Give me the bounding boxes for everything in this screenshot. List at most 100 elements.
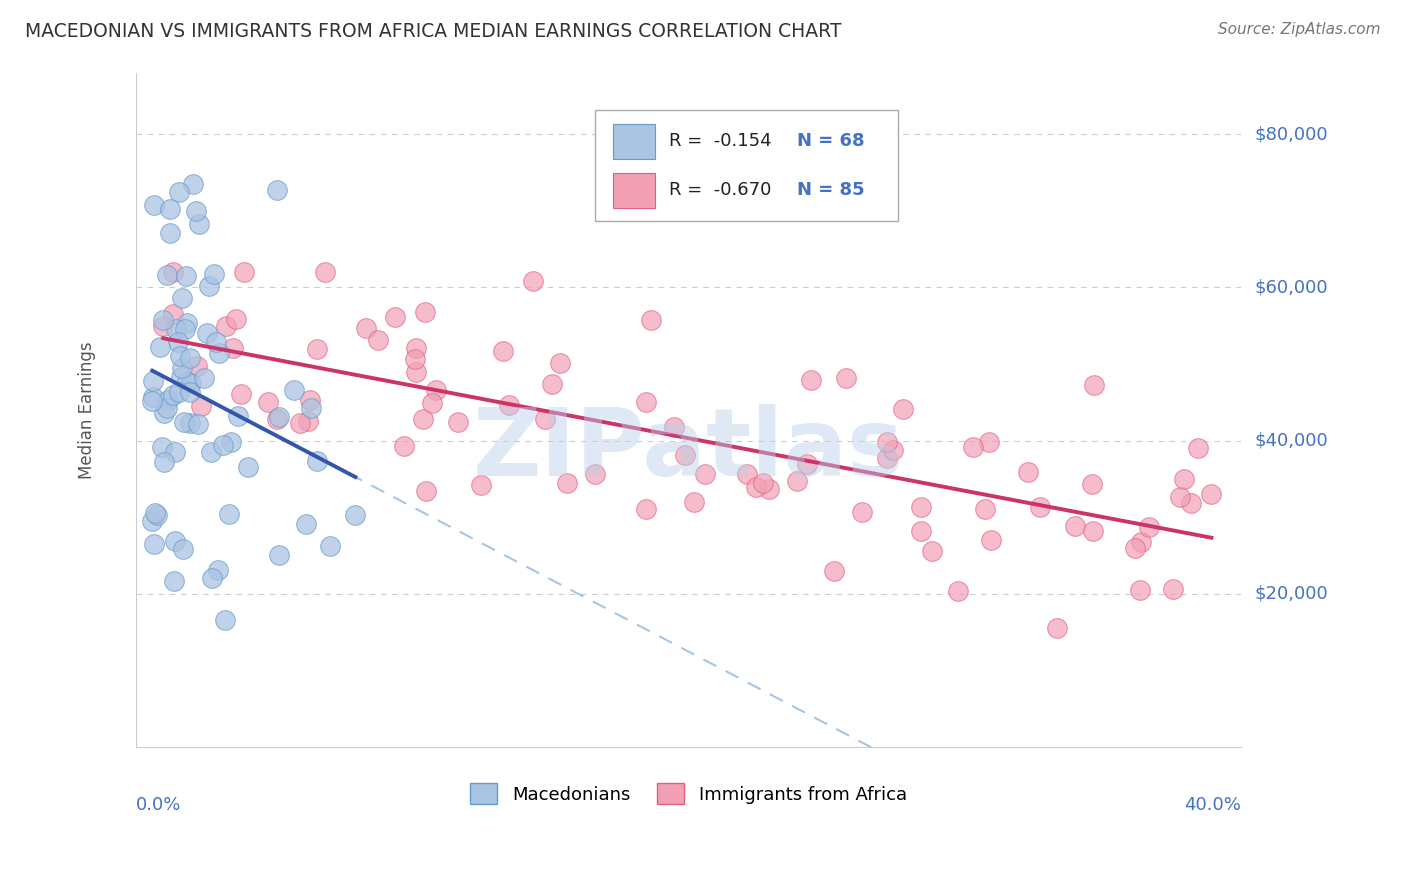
Point (152, 312, 174, 326)
Point (146, 508, 169, 523)
Point (367, 333, 389, 347)
Point (662, 419, 685, 434)
Bar (613, 173, 655, 208)
Point (1080, 477, 1102, 491)
Point (153, 406, 176, 420)
Point (163, 574, 186, 589)
Point (540, 377, 562, 392)
Point (891, 402, 914, 417)
Point (159, 202, 181, 217)
Point (149, 340, 172, 354)
Point (356, 321, 378, 335)
Point (1173, 472, 1195, 486)
Point (267, 409, 290, 424)
Point (851, 505, 873, 519)
Point (319, 540, 342, 554)
Point (1201, 487, 1223, 501)
Point (153, 455, 176, 469)
Point (344, 508, 367, 522)
Point (143, 506, 166, 520)
Point (823, 564, 845, 578)
Point (176, 376, 198, 390)
Point (142, 537, 165, 551)
Point (1129, 535, 1152, 549)
Point (758, 482, 780, 496)
Point (181, 178, 204, 192)
Point (290, 416, 312, 430)
Text: N = 68: N = 68 (797, 132, 865, 150)
Point (184, 204, 207, 219)
Point (173, 415, 195, 429)
Point (977, 434, 1000, 449)
Point (1081, 524, 1104, 538)
Point (492, 343, 515, 358)
Point (413, 305, 436, 319)
Point (266, 184, 288, 198)
Point (225, 311, 247, 326)
Point (200, 444, 222, 458)
Point (299, 401, 322, 415)
Point (174, 269, 197, 284)
Text: R =  -0.670: R = -0.670 (669, 181, 770, 199)
Point (314, 265, 336, 279)
Point (188, 217, 211, 231)
Point (176, 316, 198, 330)
Point (876, 435, 898, 450)
Point (1137, 520, 1160, 534)
Point (1029, 500, 1052, 515)
Point (447, 415, 470, 429)
Point (142, 374, 165, 388)
Point (198, 279, 221, 293)
Legend: Macedonians, Immigrants from Africa: Macedonians, Immigrants from Africa (463, 776, 914, 811)
Point (157, 392, 180, 407)
Point (1187, 441, 1209, 455)
Point (257, 395, 280, 409)
Point (141, 394, 163, 409)
Point (208, 345, 231, 359)
Point (1017, 465, 1039, 479)
Point (980, 533, 1002, 548)
Point (882, 443, 904, 458)
Text: MACEDONIAN VS IMMIGRANTS FROM AFRICA MEDIAN EARNINGS CORRELATION CHART: MACEDONIAN VS IMMIGRANTS FROM AFRICA MED… (25, 22, 842, 41)
Point (422, 396, 444, 410)
Bar (613, 123, 655, 159)
Text: $20,000: $20,000 (1254, 585, 1327, 603)
Point (555, 475, 578, 490)
Point (1083, 378, 1105, 392)
Point (752, 475, 775, 490)
Point (1123, 541, 1146, 556)
Point (141, 514, 163, 528)
Point (221, 341, 243, 355)
Point (910, 524, 932, 539)
Point (384, 310, 406, 324)
Point (179, 416, 201, 430)
Point (214, 319, 236, 334)
Text: $40,000: $40,000 (1254, 432, 1327, 450)
Point (297, 414, 319, 428)
Point (169, 185, 191, 199)
Point (167, 385, 190, 400)
Point (186, 359, 208, 373)
Point (156, 401, 179, 416)
Point (796, 457, 818, 471)
Point (394, 439, 416, 453)
Point (205, 335, 228, 350)
Point (179, 351, 201, 366)
Text: 0.0%: 0.0% (136, 796, 181, 814)
Point (962, 440, 984, 454)
Point (1129, 582, 1152, 597)
Point (197, 326, 219, 340)
Point (404, 352, 426, 367)
Point (170, 370, 193, 384)
Point (405, 366, 427, 380)
Point (735, 467, 758, 481)
Point (207, 563, 229, 577)
Point (307, 342, 329, 356)
Point (187, 417, 209, 431)
Point (921, 543, 943, 558)
Text: ZIPatlas: ZIPatlas (472, 404, 904, 497)
Point (307, 454, 329, 468)
Text: 40.0%: 40.0% (1184, 796, 1241, 814)
Text: Source: ZipAtlas.com: Source: ZipAtlas.com (1218, 22, 1381, 37)
Point (470, 478, 492, 492)
